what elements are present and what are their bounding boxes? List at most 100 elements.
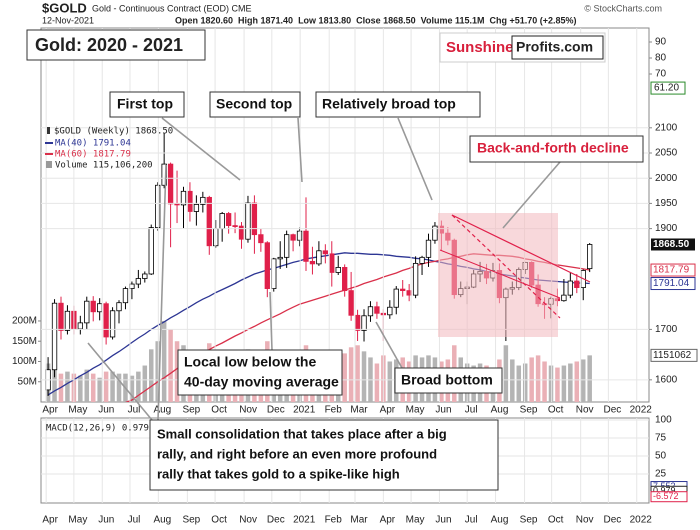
volume-bar [387, 361, 393, 402]
annotation: First top [117, 96, 173, 112]
legend-entry: Volume 115,106,200 [55, 161, 153, 171]
candle-body [374, 306, 380, 314]
candle-body [387, 306, 393, 316]
x-tick-label: Sep [520, 515, 538, 526]
candle-body [174, 203, 180, 206]
x-tick-label: Sep [182, 515, 200, 526]
volume-tick-label: 200M [12, 316, 37, 327]
x-tick-label: Apr [380, 405, 396, 416]
annotation-box [394, 367, 503, 394]
candle-body [322, 250, 328, 255]
macd-tick-label: 25 [655, 469, 667, 480]
legend-swatch [46, 161, 52, 168]
arrow [297, 117, 303, 183]
x-tick-label: Sep [520, 405, 538, 416]
x-tick-label: 2021 [293, 405, 316, 416]
candle-body [587, 244, 593, 270]
volume-bar [542, 361, 547, 402]
x-tick-label: Nov [239, 405, 257, 416]
x-tick-label: Feb [325, 515, 343, 526]
volume-bar [129, 375, 135, 402]
candle-body [103, 303, 109, 338]
annotation-box [149, 419, 499, 491]
volume-bar [568, 363, 573, 402]
volume-bar [142, 365, 148, 402]
volume-bar [174, 341, 180, 402]
candle-body [329, 253, 335, 273]
candle-body [342, 267, 348, 292]
legend-swatch [47, 127, 50, 134]
rsi-tick-label: 70 [655, 69, 667, 80]
volume-bar [148, 349, 154, 402]
volume-bar [78, 375, 83, 402]
x-tick-label: Oct [548, 405, 564, 416]
candle-body [567, 280, 573, 296]
candle-body [219, 213, 225, 230]
candle-body [367, 306, 374, 317]
candle-body [213, 228, 219, 247]
annotation: rally that takes gold to a spike-like hi… [157, 466, 400, 481]
volume-bar [355, 345, 360, 402]
x-tick-label: Oct [548, 515, 564, 526]
y-tick-label: 1700 [655, 324, 678, 335]
annotation: Local low below the [184, 354, 316, 370]
volume-bar [516, 365, 522, 402]
decline-zone [438, 213, 558, 337]
x-tick-label: Aug [491, 405, 509, 416]
x-tick-label: May [68, 405, 87, 416]
volume-flag-label: 1151062 [653, 350, 692, 361]
y-tick-label: 2050 [655, 148, 678, 159]
ma-flag-label: 1817.79 [653, 265, 690, 276]
volume-bar [52, 367, 57, 402]
x-tick-label: Aug [491, 515, 509, 526]
candle-body [109, 310, 116, 338]
volume-bar [580, 359, 586, 402]
volume-bar [65, 371, 70, 402]
annotation: 40-day moving average [184, 374, 339, 390]
volume-bar [574, 361, 580, 402]
annotations: First top Second top Relatively broad to… [87, 91, 644, 491]
candle-body [206, 196, 212, 247]
volume-bar [503, 345, 509, 402]
x-tick-label: Dec [603, 515, 621, 526]
logo-text: Profits.com [516, 39, 593, 55]
candle-body [400, 288, 406, 292]
volume-bar [97, 377, 102, 402]
volume-bar [155, 341, 160, 402]
candle-body [64, 310, 71, 331]
volume-bar [522, 363, 528, 402]
volume-bar [587, 355, 592, 402]
annotation-box [177, 349, 343, 396]
x-tick-label: Dec [267, 515, 285, 526]
title-box [26, 29, 206, 61]
macd-value-label: -6.572 [653, 491, 679, 501]
candle-body [155, 184, 161, 229]
volume-bar [168, 329, 173, 402]
rsi-marker [650, 81, 686, 95]
trend-line [439, 249, 561, 299]
candle-body [142, 273, 148, 279]
candle-body [574, 280, 580, 288]
macd-marker [650, 491, 688, 503]
y-tick-label: 2000 [655, 173, 678, 184]
arrow [269, 291, 273, 351]
x-tick-label: Oct [211, 515, 227, 526]
candle-body [193, 204, 200, 212]
x-tick-label: Oct [211, 405, 227, 416]
quote: Open 1820.60 High 1871.40 Low 1813.80 Cl… [175, 15, 577, 25]
annotation: Second top [216, 96, 292, 112]
volume-bar [555, 367, 560, 402]
arrow [502, 161, 561, 229]
symbol: $GOLD [42, 0, 87, 15]
x-tick-label: Nov [239, 515, 257, 526]
ma-flag [650, 277, 696, 291]
x-tick-label: Nov [576, 405, 594, 416]
volume-bar [510, 359, 515, 402]
candle-body [316, 250, 322, 265]
x-tick-label: Jun [435, 405, 451, 416]
legend: $GOLD (Weekly) 1868.50 MA(40) 1791.04 MA… [45, 127, 230, 434]
volume-tick-label: 100M [12, 356, 37, 367]
legend-entry: MACD(12,26,9) 0.979, -6.572, 7.552 [46, 424, 230, 434]
candle-body [348, 290, 354, 316]
